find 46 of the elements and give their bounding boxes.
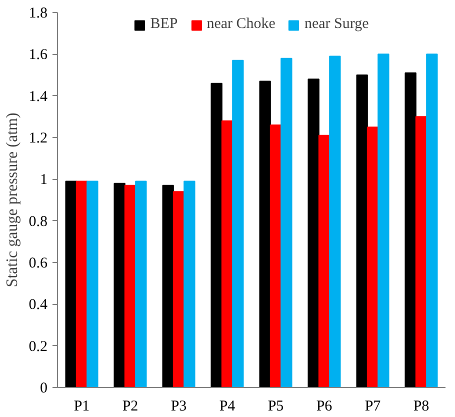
y-axis-title: Static gauge pressure (atm)	[4, 112, 21, 288]
bar	[221, 120, 234, 388]
y-tick-label: 0	[40, 380, 48, 396]
y-tick-label: 1.6	[28, 47, 48, 64]
y-tick-label: 1.2	[28, 130, 48, 146]
x-tick-label: P6	[316, 398, 333, 414]
bar	[270, 124, 282, 388]
bar	[415, 116, 428, 388]
bar	[232, 60, 244, 388]
y-tick-label: 1	[40, 172, 48, 188]
bar	[65, 180, 77, 388]
bar	[366, 126, 379, 388]
bar	[280, 58, 292, 388]
bar	[124, 184, 136, 388]
y-tick-label: 0.6	[28, 256, 48, 272]
y-tick-label: 0.4	[28, 297, 48, 314]
bar	[404, 72, 416, 388]
legend-label: near Surge	[304, 16, 369, 33]
bar	[356, 74, 368, 388]
x-tick-label: P7	[364, 398, 382, 414]
bar	[329, 56, 341, 388]
y-tick-label: 0.8	[28, 214, 48, 230]
bar	[378, 54, 390, 388]
x-tick-label: P2	[122, 398, 138, 414]
x-tick-label: P5	[268, 398, 284, 414]
x-tick-label: P1	[74, 398, 90, 414]
x-tick-label: P3	[170, 398, 187, 414]
legend-label: BEP	[150, 16, 178, 33]
x-tick-label: P8	[413, 398, 430, 414]
bar	[318, 134, 330, 388]
legend-label: near Choke	[206, 16, 276, 33]
bar	[86, 180, 98, 388]
bar	[162, 184, 174, 388]
bar	[259, 80, 271, 388]
y-tick-label: 1.8	[28, 6, 48, 22]
bar	[184, 180, 196, 388]
bar	[210, 82, 222, 388]
y-tick-label: 1.4	[28, 88, 48, 105]
bar	[114, 182, 126, 388]
x-tick-label: P4	[219, 398, 236, 414]
bar	[426, 54, 438, 388]
bar	[76, 180, 88, 388]
bar	[172, 191, 185, 388]
y-tick-label: 0.2	[28, 338, 48, 355]
bar	[308, 78, 320, 388]
bar	[135, 180, 147, 388]
